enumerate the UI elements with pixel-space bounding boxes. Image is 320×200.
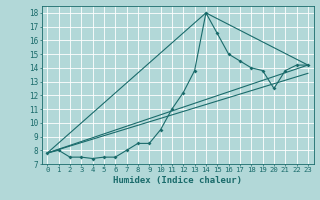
X-axis label: Humidex (Indice chaleur): Humidex (Indice chaleur) xyxy=(113,176,242,185)
